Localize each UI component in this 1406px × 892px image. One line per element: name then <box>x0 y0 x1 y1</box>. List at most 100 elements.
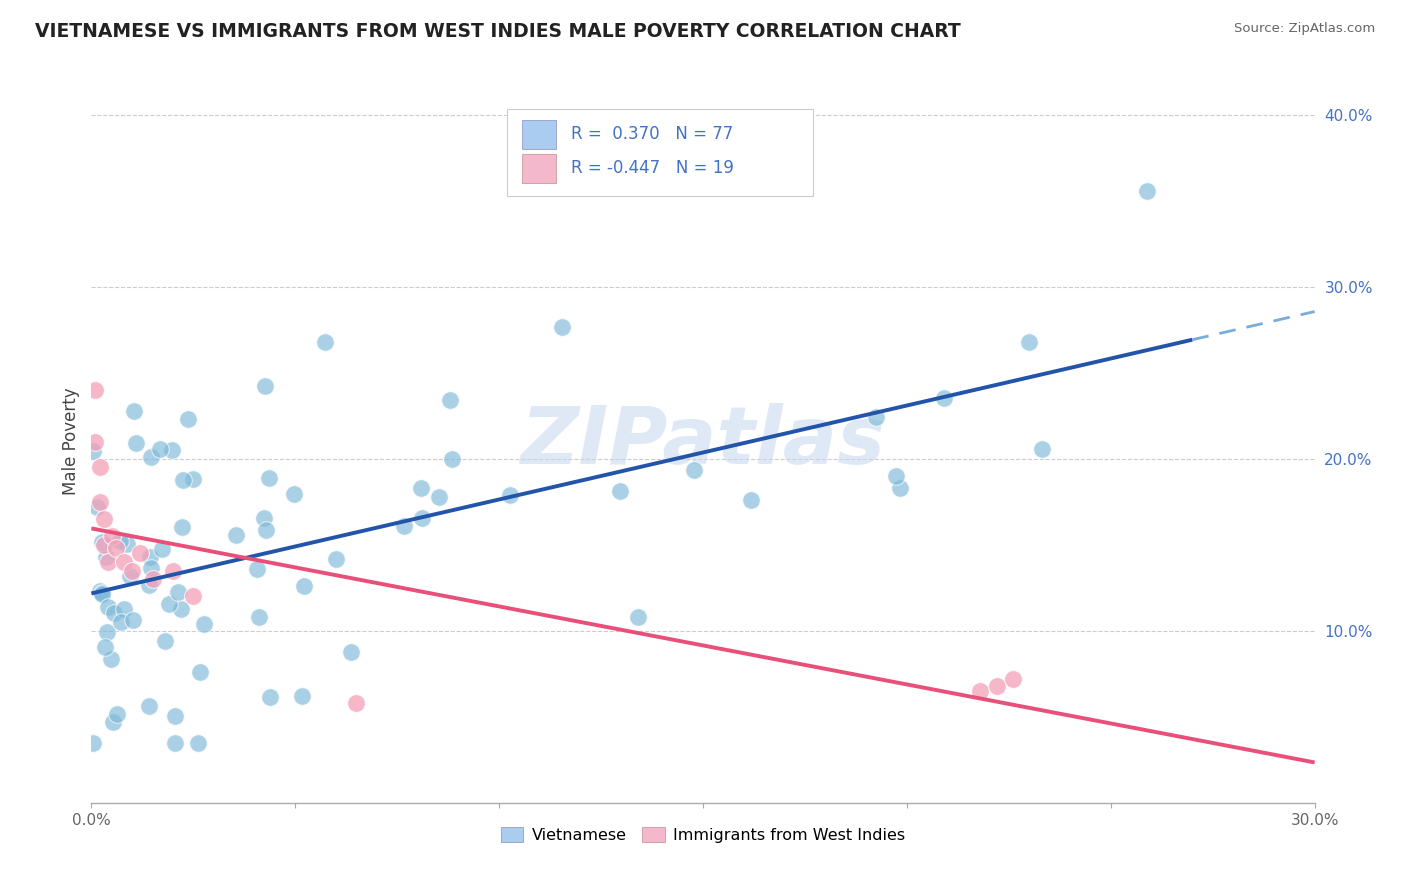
Text: VIETNAMESE VS IMMIGRANTS FROM WEST INDIES MALE POVERTY CORRELATION CHART: VIETNAMESE VS IMMIGRANTS FROM WEST INDIE… <box>35 22 960 41</box>
Point <box>292 579 315 593</box>
Point <box>112 602 135 616</box>
Point <box>162 564 184 578</box>
Point <box>97 555 120 569</box>
Point <box>291 690 314 704</box>
Point <box>112 555 135 569</box>
Point <box>254 379 277 393</box>
Point <box>183 590 205 604</box>
Point <box>138 578 160 592</box>
Point <box>325 552 347 566</box>
Point <box>969 684 991 698</box>
Point <box>986 679 1008 693</box>
Point <box>97 599 120 614</box>
Point <box>253 511 276 525</box>
Point <box>139 560 162 574</box>
Point <box>150 542 173 557</box>
Point <box>89 460 111 475</box>
Point <box>884 469 907 483</box>
Point <box>90 587 112 601</box>
Point <box>193 616 215 631</box>
Point <box>865 409 887 424</box>
Point <box>139 550 162 565</box>
Point <box>170 519 193 533</box>
Point <box>93 512 115 526</box>
Point <box>165 709 187 723</box>
Point <box>122 613 145 627</box>
Point <box>101 714 124 729</box>
Point <box>683 463 706 477</box>
Point <box>160 442 183 457</box>
Point <box>94 550 117 565</box>
Point <box>740 493 762 508</box>
Point <box>84 434 107 449</box>
Point <box>86 500 108 515</box>
Point <box>259 690 281 704</box>
Point <box>187 735 209 749</box>
Point <box>340 645 363 659</box>
Point <box>257 470 280 484</box>
Point <box>609 484 631 499</box>
Point <box>1031 442 1053 457</box>
FancyBboxPatch shape <box>522 154 557 183</box>
Point <box>125 435 148 450</box>
Point <box>82 735 104 749</box>
Point <box>627 610 650 624</box>
Point <box>129 546 152 560</box>
Point <box>96 625 118 640</box>
Point <box>176 412 198 426</box>
Point <box>110 534 132 549</box>
Point <box>89 494 111 508</box>
Point <box>440 452 463 467</box>
Point <box>246 561 269 575</box>
Point <box>101 529 124 543</box>
Point <box>411 511 433 525</box>
Point <box>551 320 574 334</box>
Point <box>122 403 145 417</box>
Text: ZIPatlas: ZIPatlas <box>520 402 886 481</box>
Point <box>1018 334 1040 349</box>
Point <box>934 391 956 405</box>
Point <box>346 696 368 710</box>
Point <box>163 735 186 749</box>
Y-axis label: Male Poverty: Male Poverty <box>62 388 80 495</box>
Point <box>139 450 162 464</box>
Point <box>170 601 193 615</box>
Point <box>100 652 122 666</box>
Point <box>1136 185 1159 199</box>
Point <box>121 564 143 578</box>
Point <box>254 524 277 538</box>
Point <box>889 481 911 495</box>
Point <box>247 610 270 624</box>
Point <box>82 443 104 458</box>
Point <box>172 473 194 487</box>
Legend: Vietnamese, Immigrants from West Indies: Vietnamese, Immigrants from West Indies <box>495 820 911 849</box>
Point <box>283 487 305 501</box>
Point <box>104 541 127 556</box>
Point <box>103 606 125 620</box>
Text: Source: ZipAtlas.com: Source: ZipAtlas.com <box>1234 22 1375 36</box>
Point <box>183 472 205 486</box>
Point <box>188 665 211 679</box>
Point <box>141 572 163 586</box>
Point <box>225 528 247 542</box>
Point <box>411 481 433 495</box>
Text: R = -0.447   N = 19: R = -0.447 N = 19 <box>571 160 734 178</box>
Point <box>94 640 117 654</box>
Point <box>93 538 115 552</box>
Point <box>153 634 176 648</box>
Point <box>91 586 114 600</box>
FancyBboxPatch shape <box>522 120 557 149</box>
Point <box>149 442 172 456</box>
Point <box>314 334 336 349</box>
Point <box>138 699 160 714</box>
Point <box>90 535 112 549</box>
Point <box>159 597 181 611</box>
Text: R =  0.370   N = 77: R = 0.370 N = 77 <box>571 126 733 144</box>
Point <box>89 584 111 599</box>
Point <box>166 585 188 599</box>
Point <box>110 615 132 629</box>
Point <box>117 536 139 550</box>
Point <box>84 383 107 397</box>
Point <box>105 707 128 722</box>
Point <box>439 392 461 407</box>
